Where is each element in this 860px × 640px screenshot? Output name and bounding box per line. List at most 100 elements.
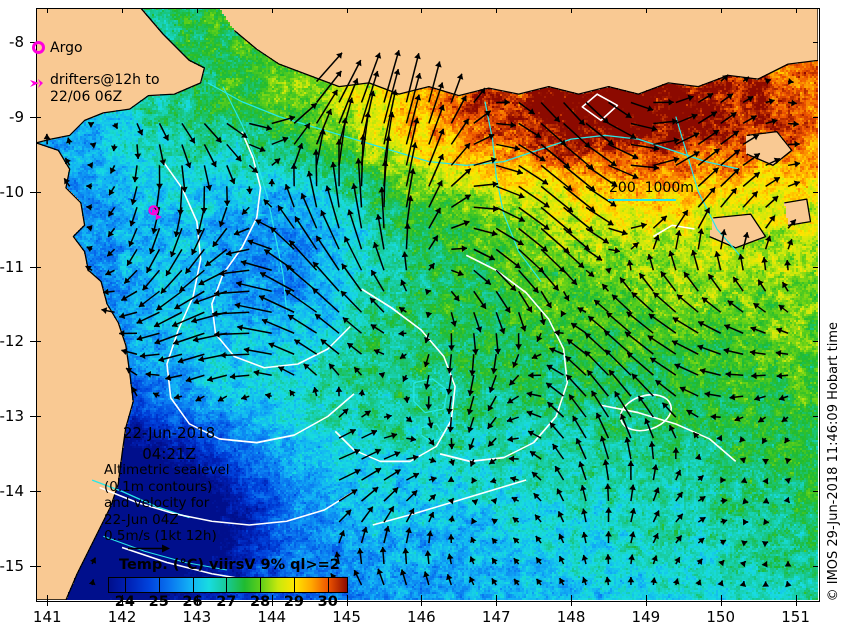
x-tick-mark: [795, 8, 797, 13]
x-tick-mark: [795, 600, 797, 606]
y-tick-mark: [30, 566, 36, 568]
bathymetry-legend-label: 200 1000m: [609, 180, 694, 196]
colorbar-tick-label-29: 29: [283, 594, 304, 610]
copyright-credit: © IMOS 29-Jun-2018 11:46:09 Hobart time: [826, 322, 841, 602]
x-tick-mark: [122, 8, 124, 13]
colorbar-title: Temp. (°C) viirsV 9% ql>=2: [119, 557, 340, 573]
x-tick-label-150: 150: [706, 608, 736, 626]
y-tick-mark: [36, 566, 41, 568]
y-tick-label--14: -14: [0, 482, 24, 501]
y-tick-mark: [36, 341, 41, 343]
x-tick-mark: [346, 600, 348, 606]
x-tick-mark: [496, 8, 498, 13]
y-tick-mark: [36, 191, 41, 193]
x-tick-label-142: 142: [107, 608, 137, 626]
x-tick-mark: [47, 8, 49, 13]
x-tick-mark: [271, 595, 273, 600]
x-tick-label-145: 145: [332, 608, 361, 626]
colorbar-tick-labels: 24 25 26 27 28 29 30: [108, 594, 348, 612]
x-tick-mark: [122, 600, 124, 606]
map-overlay-canvas: [36, 8, 818, 600]
colorbar-tick: [293, 577, 295, 593]
y-tick-label--9: -9: [9, 107, 24, 126]
x-tick-label-149: 149: [631, 608, 661, 626]
y-tick-label--13: -13: [0, 407, 24, 426]
x-tick-mark: [720, 600, 722, 606]
x-tick-label-148: 148: [556, 608, 586, 626]
y-tick-mark: [36, 116, 41, 118]
y-tick-mark: [813, 416, 818, 418]
colorbar-tick-label-26: 26: [182, 594, 203, 610]
x-tick-mark: [122, 595, 124, 600]
x-tick-mark: [346, 595, 348, 600]
map-plot-area[interactable]: [36, 8, 818, 600]
y-tick-mark: [813, 266, 818, 268]
x-tick-mark: [720, 595, 722, 600]
y-tick-mark: [30, 191, 36, 193]
y-tick-label--8: -8: [9, 32, 24, 51]
y-tick-mark: [36, 491, 41, 493]
x-tick-mark: [571, 8, 573, 13]
y-tick-label--11: -11: [0, 257, 24, 276]
colorbar-tick: [226, 577, 228, 593]
y-tick-label--10: -10: [0, 182, 24, 201]
x-tick-mark: [421, 595, 423, 600]
map-time: 04:21Z: [142, 445, 196, 463]
y-tick-mark: [36, 416, 41, 418]
x-tick-mark: [645, 8, 647, 13]
x-tick-mark: [571, 600, 573, 606]
x-tick-mark: [196, 595, 198, 600]
x-tick-label-146: 146: [407, 608, 436, 626]
colorbar-tick: [124, 577, 126, 593]
y-tick-mark: [813, 191, 818, 193]
x-tick-mark: [571, 595, 573, 600]
map-timestamp: 22-Jun-2018 04:21Z: [104, 423, 234, 465]
y-tick-mark: [30, 416, 36, 418]
y-tick-mark: [30, 266, 36, 268]
x-tick-mark: [496, 595, 498, 600]
x-tick-mark: [421, 8, 423, 13]
x-tick-mark: [720, 8, 722, 13]
y-tick-mark: [36, 266, 41, 268]
y-tick-mark: [813, 491, 818, 493]
colorbar-tick-label-25: 25: [148, 594, 169, 610]
x-tick-mark: [271, 600, 273, 606]
colorbar-tick-label-24: 24: [114, 594, 135, 610]
y-tick-mark: [813, 341, 818, 343]
x-tick-label-151: 151: [781, 608, 810, 626]
x-tick-mark: [196, 600, 198, 606]
colorbar-tick: [327, 577, 329, 593]
x-tick-label-143: 143: [182, 608, 212, 626]
x-tick-label-147: 147: [481, 608, 511, 626]
x-tick-label-144: 144: [257, 608, 287, 626]
x-tick-mark: [645, 600, 647, 606]
bathymetry-legend-line: [608, 199, 676, 201]
map-description: Altimetric sealevel (0.1m contours) and …: [104, 462, 230, 544]
sst-raster-layer: [36, 8, 818, 600]
y-tick-mark: [813, 41, 818, 43]
x-tick-mark: [496, 600, 498, 606]
colorbar-tick-label-27: 27: [216, 594, 237, 610]
x-tick-mark: [47, 600, 49, 606]
x-tick-mark: [47, 595, 49, 600]
colorbar-tick-label-28: 28: [250, 594, 271, 610]
x-tick-label-141: 141: [32, 608, 62, 626]
y-tick-mark: [30, 491, 36, 493]
colorbar-tick-label-30: 30: [317, 594, 338, 610]
y-tick-mark: [30, 341, 36, 343]
drifter-legend-label: drifters@12h to 22/06 06Z: [50, 72, 160, 105]
x-tick-mark: [421, 600, 423, 606]
y-tick-label--12: -12: [0, 332, 24, 351]
colorbar: [108, 577, 348, 593]
colorbar-ticks: [108, 577, 348, 593]
x-tick-mark: [795, 595, 797, 600]
y-tick-mark: [813, 566, 818, 568]
x-tick-mark: [645, 595, 647, 600]
argo-legend-label: Argo: [50, 40, 83, 56]
drifter-arrow-icon: [30, 75, 44, 88]
argo-circle-icon: [32, 41, 45, 54]
y-tick-mark: [813, 116, 818, 118]
colorbar-tick: [192, 577, 194, 593]
